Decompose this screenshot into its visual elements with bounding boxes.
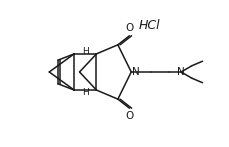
Text: HCl: HCl: [139, 19, 160, 32]
Text: O: O: [125, 111, 133, 121]
Text: N: N: [131, 67, 139, 77]
Text: H: H: [81, 88, 88, 97]
Text: H: H: [81, 47, 88, 56]
Text: O: O: [125, 23, 133, 33]
Text: N: N: [177, 67, 184, 77]
